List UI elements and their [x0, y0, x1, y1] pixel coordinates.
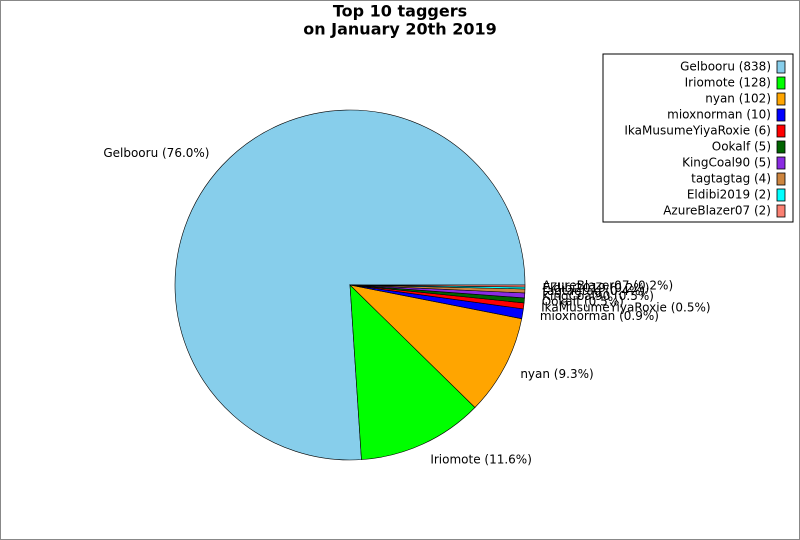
legend-swatch — [776, 60, 786, 74]
legend-label: mioxnorman (10) — [667, 108, 771, 122]
pie-slice — [349, 284, 476, 460]
legend-swatch — [776, 188, 786, 202]
slice-label: mioxnorman (0.9%) — [540, 309, 659, 323]
slice-label: Gelbooru (76.0%) — [103, 146, 209, 160]
legend-swatch — [776, 108, 786, 122]
slice-label: IkaMusumeYiyaRoxie (0.5%) — [541, 300, 710, 314]
slice-label: Ookalf (0.5%) — [542, 294, 624, 308]
slice-label: Eldibi2019 (0.2%) — [542, 281, 649, 295]
legend-swatch — [776, 124, 786, 138]
legend-swatch — [776, 156, 786, 170]
legend-swatch — [776, 76, 786, 90]
legend-swatch — [776, 204, 786, 218]
pie-slice — [349, 284, 523, 408]
legend-swatch — [776, 172, 786, 186]
slice-label: Iriomote (11.6%) — [430, 452, 532, 466]
chart-title: Top 10 taggers — [333, 2, 467, 21]
legend-label: KingCoal90 (5) — [682, 156, 771, 170]
legend-label: tagtagtag (4) — [691, 172, 771, 186]
chart-subtitle: on January 20th 2019 — [303, 20, 497, 39]
legend-label: nyan (102) — [705, 92, 771, 106]
slice-label: tagtagtag (0.4%) — [542, 284, 645, 298]
legend-label: Eldibi2019 (2) — [687, 188, 771, 202]
legend-swatch — [776, 140, 786, 154]
legend-label: Ookalf (5) — [712, 140, 771, 154]
slice-label: AzureBlazer07 (0.2%) — [542, 279, 673, 293]
pie-slice — [349, 284, 526, 288]
legend-label: Iriomote (128) — [685, 76, 771, 90]
legend-swatch — [776, 92, 786, 106]
legend-box — [602, 53, 794, 223]
slice-label: nyan (9.3%) — [520, 367, 593, 381]
legend-label: AzureBlazer07 (2) — [663, 204, 771, 218]
slice-label: KingCoal90 (0.5%) — [542, 289, 654, 303]
legend-label: Gelbooru (838) — [680, 60, 771, 74]
legend-label: IkaMusumeYiyaRoxie (6) — [624, 124, 771, 138]
